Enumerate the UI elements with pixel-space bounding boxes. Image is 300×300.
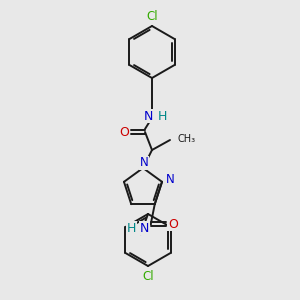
Text: N: N bbox=[140, 157, 148, 169]
Text: CH₃: CH₃ bbox=[178, 134, 196, 144]
Text: N: N bbox=[143, 110, 153, 122]
Text: Cl: Cl bbox=[146, 10, 158, 22]
Text: Cl: Cl bbox=[142, 269, 154, 283]
Text: N: N bbox=[140, 222, 149, 235]
Text: H: H bbox=[157, 110, 167, 122]
Text: H: H bbox=[127, 222, 136, 235]
Text: O: O bbox=[119, 125, 129, 139]
Text: N: N bbox=[166, 173, 174, 186]
Text: O: O bbox=[168, 218, 178, 231]
